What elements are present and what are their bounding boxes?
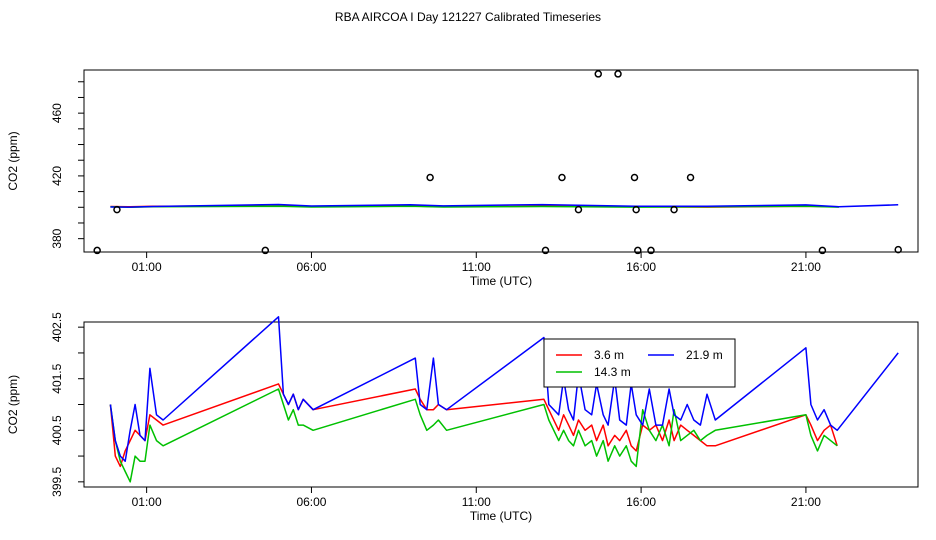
bottom-panel-y-axis-label: CO2 (ppm) bbox=[6, 375, 20, 434]
top-outlier-point bbox=[113, 205, 121, 214]
top-y-tick-label: 380 bbox=[50, 228, 64, 248]
top-series-line-2 bbox=[110, 203, 899, 208]
top-panel-plot-area: 01:00 06:00 11:00 16:00 21:00 380 420 460 bbox=[50, 69, 919, 274]
figure-title: RBA AIRCOA I Day 121227 Calibrated Times… bbox=[335, 10, 601, 24]
legend-box bbox=[543, 338, 736, 388]
bottom-x-tick-label: 21:00 bbox=[791, 495, 821, 509]
bottom-y-tick-label: 402.5 bbox=[50, 312, 64, 342]
top-outlier-point bbox=[261, 246, 270, 255]
top-y-tick-label: 460 bbox=[50, 103, 64, 123]
top-outlier-point bbox=[647, 246, 655, 255]
bottom-panel-plot-area: 01:00 06:00 11:00 16:00 21:00 399.5 400.5 401.5… bbox=[50, 312, 919, 509]
top-x-tick-label: 06:00 bbox=[296, 260, 326, 274]
top-outlier-point bbox=[670, 205, 678, 214]
bottom-series-line-1 bbox=[109, 388, 838, 483]
top-outlier-point bbox=[426, 173, 434, 182]
bottom-panel-x-axis-label: Time (UTC) bbox=[470, 509, 532, 523]
top-outlier-point bbox=[558, 173, 566, 182]
top-panel-frame bbox=[83, 69, 919, 253]
bottom-x-tick-label: 11:00 bbox=[462, 495, 491, 509]
top-outlier-point bbox=[630, 173, 639, 182]
top-panel-y-axis-label: CO2 (ppm) bbox=[6, 131, 20, 190]
bottom-y-tick-label: 399.5 bbox=[50, 467, 64, 497]
legend-label-21-9m: 21.9 m bbox=[686, 348, 723, 362]
bottom-y-tick-label: 400.5 bbox=[50, 415, 64, 445]
top-y-tick-label: 420 bbox=[50, 166, 64, 186]
top-outlier-point bbox=[818, 246, 827, 255]
legend-label-14-3m: 14.3 m bbox=[594, 365, 631, 379]
top-panel-x-axis-label: Time (UTC) bbox=[470, 274, 532, 288]
top-outlier-point bbox=[614, 70, 622, 78]
bottom-x-tick-label: 01:00 bbox=[132, 495, 162, 509]
bottom-series-line-0 bbox=[109, 383, 838, 468]
top-outlier-point bbox=[541, 246, 550, 255]
legend-label-3-6m: 3.6 m bbox=[594, 348, 624, 362]
bottom-series-line-2 bbox=[109, 316, 899, 462]
bottom-panel-legend: 3.6 m 14.3 m 21.9 m bbox=[543, 338, 736, 388]
top-outlier-point bbox=[93, 246, 101, 255]
top-outlier-point bbox=[894, 245, 902, 254]
top-outlier-point bbox=[634, 246, 642, 255]
top-x-tick-label: 01:00 bbox=[132, 260, 162, 274]
top-outlier-point bbox=[632, 205, 640, 214]
bottom-x-tick-label: 06:00 bbox=[296, 495, 326, 509]
top-outlier-point bbox=[574, 205, 583, 214]
top-x-tick-label: 16:00 bbox=[626, 260, 656, 274]
top-x-tick-label: 11:00 bbox=[462, 260, 491, 274]
top-panel: 01:00 06:00 11:00 16:00 21:00 380 420 460 Time … bbox=[6, 69, 919, 288]
top-x-tick-label: 21:00 bbox=[791, 260, 821, 274]
bottom-y-tick-label: 401.5 bbox=[50, 363, 64, 393]
bottom-x-tick-label: 16:00 bbox=[626, 495, 656, 509]
top-outlier-point bbox=[594, 70, 602, 78]
top-outlier-point bbox=[686, 173, 695, 182]
bottom-panel: 01:00 06:00 11:00 16:00 21:00 399.5 400.5 401.5… bbox=[6, 312, 919, 523]
